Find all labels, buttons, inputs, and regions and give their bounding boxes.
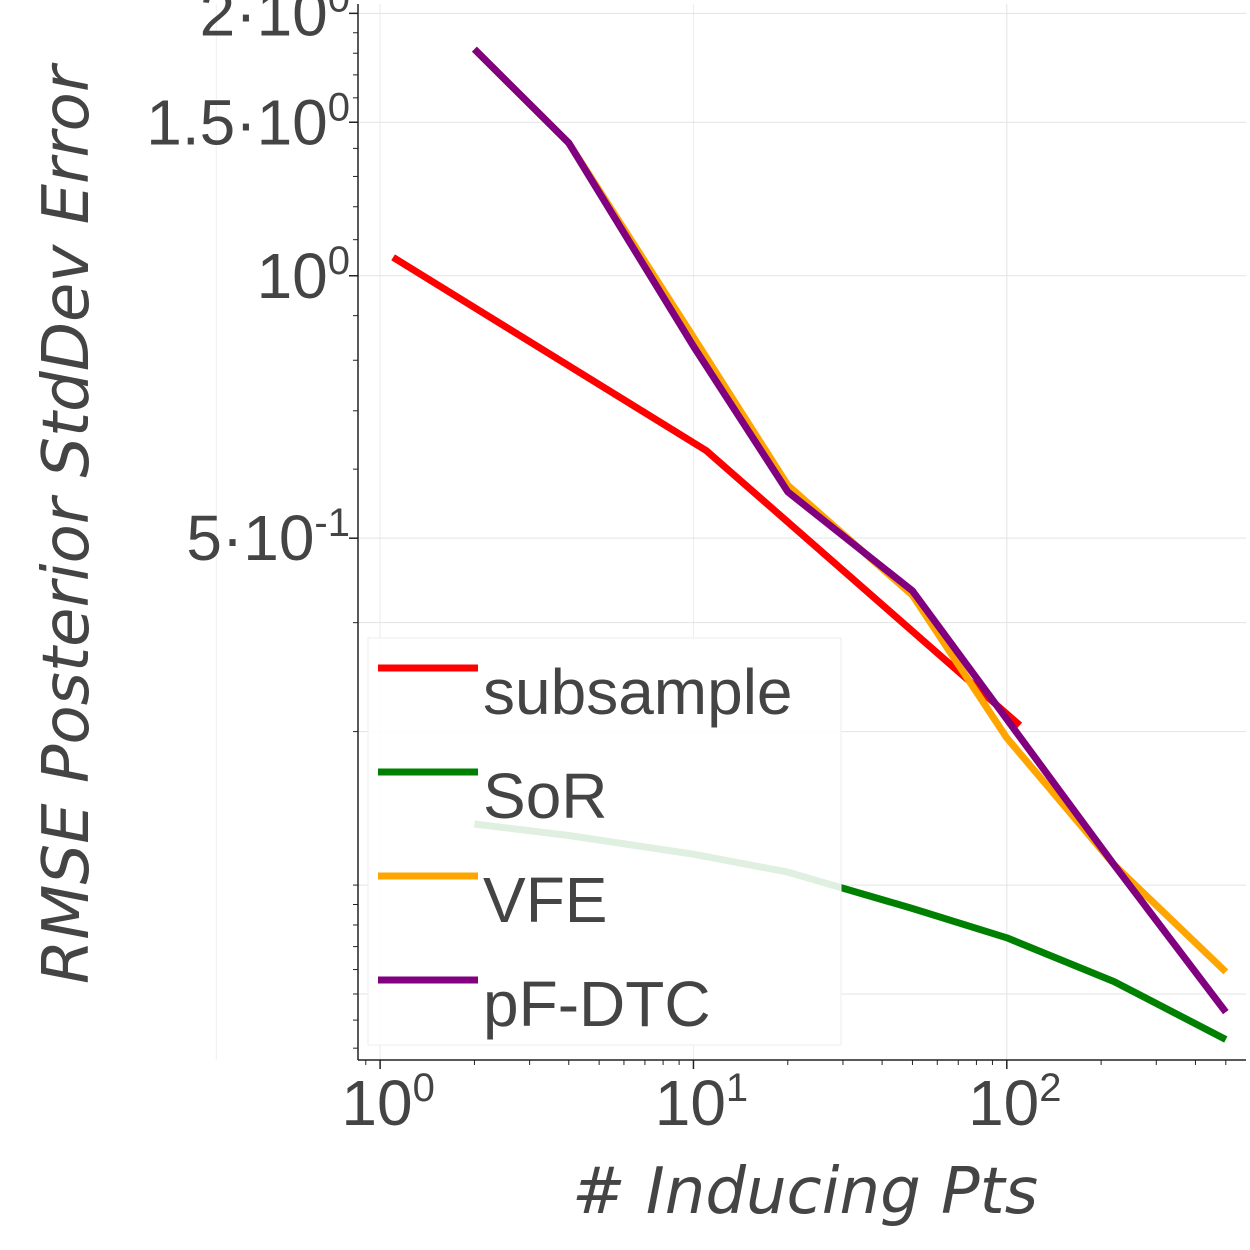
series-line-subsample bbox=[391, 254, 1023, 728]
legend-label: pF-DTC bbox=[483, 968, 711, 1040]
grid bbox=[215, 4, 1246, 1060]
legend-label: VFE bbox=[483, 864, 607, 936]
x-axis-title: # Inducing Pts bbox=[572, 1155, 1038, 1229]
y-axis-title: RMSE Posterior StdDev Error bbox=[30, 62, 104, 984]
y-tick-label: 2·100 bbox=[200, 0, 350, 49]
axes: 100 101 102 2·100 1.5·100 100 5·10-1 bbox=[146, 0, 1246, 1139]
y-tick-label: 100 bbox=[257, 239, 350, 312]
legend: subsample SoR VFE pF-DTC bbox=[367, 637, 842, 1046]
series-line-pf-dtc bbox=[471, 46, 1229, 1015]
legend-label: subsample bbox=[483, 656, 793, 728]
x-tick-label: 101 bbox=[655, 1066, 748, 1139]
x-tick-label: 102 bbox=[968, 1066, 1061, 1139]
legend-label: SoR bbox=[483, 760, 608, 832]
x-tick-label: 100 bbox=[341, 1066, 434, 1139]
series-lines bbox=[391, 46, 1229, 1043]
y-tick-label: 5·10-1 bbox=[186, 501, 350, 574]
y-tick-label: 1.5·100 bbox=[146, 85, 350, 158]
